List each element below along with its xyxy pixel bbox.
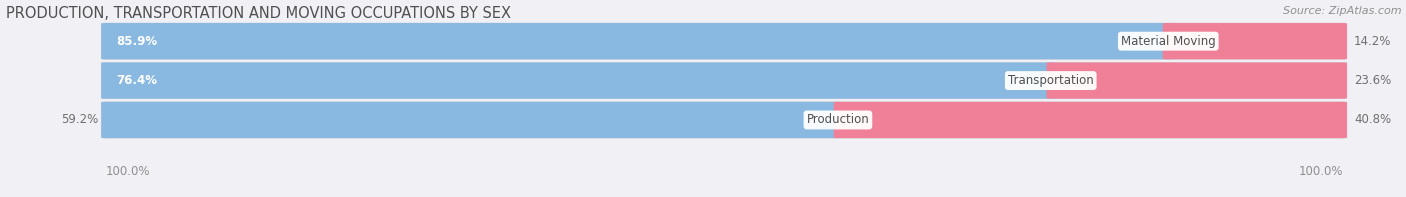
Text: 100.0%: 100.0% [105, 165, 150, 178]
FancyBboxPatch shape [834, 102, 1347, 138]
FancyBboxPatch shape [101, 102, 842, 138]
Text: 14.2%: 14.2% [1354, 35, 1392, 48]
FancyBboxPatch shape [1163, 23, 1347, 59]
FancyBboxPatch shape [101, 102, 1347, 138]
Text: Transportation: Transportation [1008, 74, 1094, 87]
Text: 85.9%: 85.9% [117, 35, 157, 48]
Legend: Male, Female: Male, Female [643, 192, 763, 197]
FancyBboxPatch shape [101, 23, 1347, 59]
Text: 100.0%: 100.0% [1298, 165, 1343, 178]
FancyBboxPatch shape [101, 23, 1173, 59]
Text: 40.8%: 40.8% [1354, 113, 1391, 126]
Text: Production: Production [807, 113, 869, 126]
FancyBboxPatch shape [101, 62, 1347, 99]
Text: 59.2%: 59.2% [62, 113, 98, 126]
Text: 76.4%: 76.4% [117, 74, 157, 87]
Text: 23.6%: 23.6% [1354, 74, 1391, 87]
FancyBboxPatch shape [101, 62, 1054, 99]
Text: Source: ZipAtlas.com: Source: ZipAtlas.com [1284, 6, 1402, 16]
Text: PRODUCTION, TRANSPORTATION AND MOVING OCCUPATIONS BY SEX: PRODUCTION, TRANSPORTATION AND MOVING OC… [6, 6, 510, 21]
FancyBboxPatch shape [1046, 62, 1347, 99]
Text: Material Moving: Material Moving [1121, 35, 1216, 48]
